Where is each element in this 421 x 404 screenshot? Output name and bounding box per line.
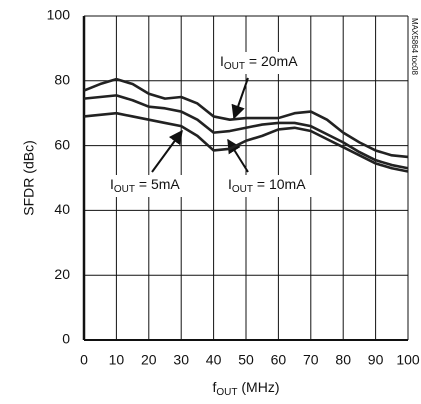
annotation: IOUT = 5mA [110,176,180,195]
y-axis-label: SFDR (dBc) [21,140,37,215]
x-tick-label: 30 [173,352,189,368]
x-axis-label: fOUT (MHz) [213,379,280,398]
x-tick-label: 90 [368,352,384,368]
x-tick-label: 100 [396,352,420,368]
annotation: IOUT = 20mA [220,53,298,72]
text-rest: = 20mA [245,53,298,69]
data-line [83,94,409,170]
text-subscript: OUT [224,61,245,72]
x-tick-label: 40 [206,352,222,368]
text-main: I [110,176,114,192]
y-tick-label: 20 [54,266,70,282]
annotation-background [107,175,199,197]
text-rest: = 10mA [253,176,306,192]
annotation-arrows [151,77,249,173]
data-line [83,77,409,159]
x-tick-label: 70 [303,352,319,368]
annotation-background [217,52,309,74]
text-main: f [213,379,217,395]
x-tick-label: 60 [271,352,287,368]
annotation-background [225,175,317,197]
y-tick-label: 0 [62,331,70,347]
text-main: I [220,53,224,69]
text-rest: = 5mA [135,176,180,192]
y-tick-label: 80 [54,72,70,88]
text-rest: (MHz) [238,379,280,395]
text-main: I [228,176,232,192]
x-tick-label: 50 [238,352,254,368]
text-subscript: OUT [216,387,237,398]
annotation: IOUT = 10mA [228,176,306,195]
y-tick-label: 100 [47,7,71,23]
text-subscript: OUT [114,184,135,195]
figure-note: MAX5864 toc08 [410,18,419,75]
y-tick-label: 60 [54,136,70,152]
data-line [83,111,409,173]
x-tick-label: 10 [109,352,125,368]
x-tick-label: 0 [80,352,88,368]
x-tick-label: 20 [141,352,157,368]
text-subscript: OUT [232,184,253,195]
x-tick-label: 80 [335,352,351,368]
y-tick-label: 40 [54,201,70,217]
